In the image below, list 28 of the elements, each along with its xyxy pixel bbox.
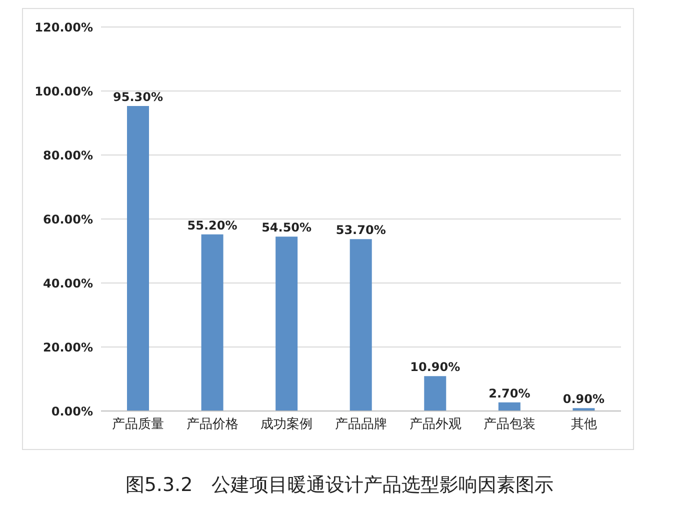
data-label: 54.50% — [262, 220, 312, 235]
bar — [424, 376, 446, 411]
bar — [127, 106, 149, 411]
y-tick-label: 100.00% — [34, 84, 93, 98]
y-tick-label: 20.00% — [43, 340, 93, 354]
data-label: 55.20% — [187, 218, 238, 232]
data-label: 53.70% — [336, 223, 386, 238]
x-tick-label: 产品品牌 — [335, 417, 387, 432]
x-tick-label: 其他 — [570, 417, 597, 432]
y-tick-label: 0.00% — [51, 404, 93, 418]
x-tick-label: 产品包装 — [484, 417, 536, 432]
y-tick-label: 120.00% — [34, 20, 93, 34]
x-tick-label: 成功案例 — [260, 416, 313, 432]
bar — [350, 239, 372, 411]
x-tick-label: 产品价格 — [186, 417, 238, 432]
bar — [201, 234, 224, 411]
text: 图5.3.2 公建项目暖通设计产品选型影响因素图示 — [124, 473, 555, 498]
bar — [498, 402, 520, 411]
x-tick-label: 产品质量 — [112, 417, 164, 432]
x-tick-label: 产品外观 — [409, 417, 462, 432]
y-tick-label: 60.00% — [43, 212, 93, 226]
data-label: 95.30% — [113, 90, 163, 104]
data-label: 10.90% — [410, 360, 460, 374]
data-label: 0.90% — [562, 392, 605, 406]
bar — [276, 236, 298, 411]
y-tick-label: 80.00% — [43, 148, 93, 162]
y-tick-label: 40.00% — [43, 276, 93, 290]
data-label: 2.70% — [488, 386, 530, 400]
